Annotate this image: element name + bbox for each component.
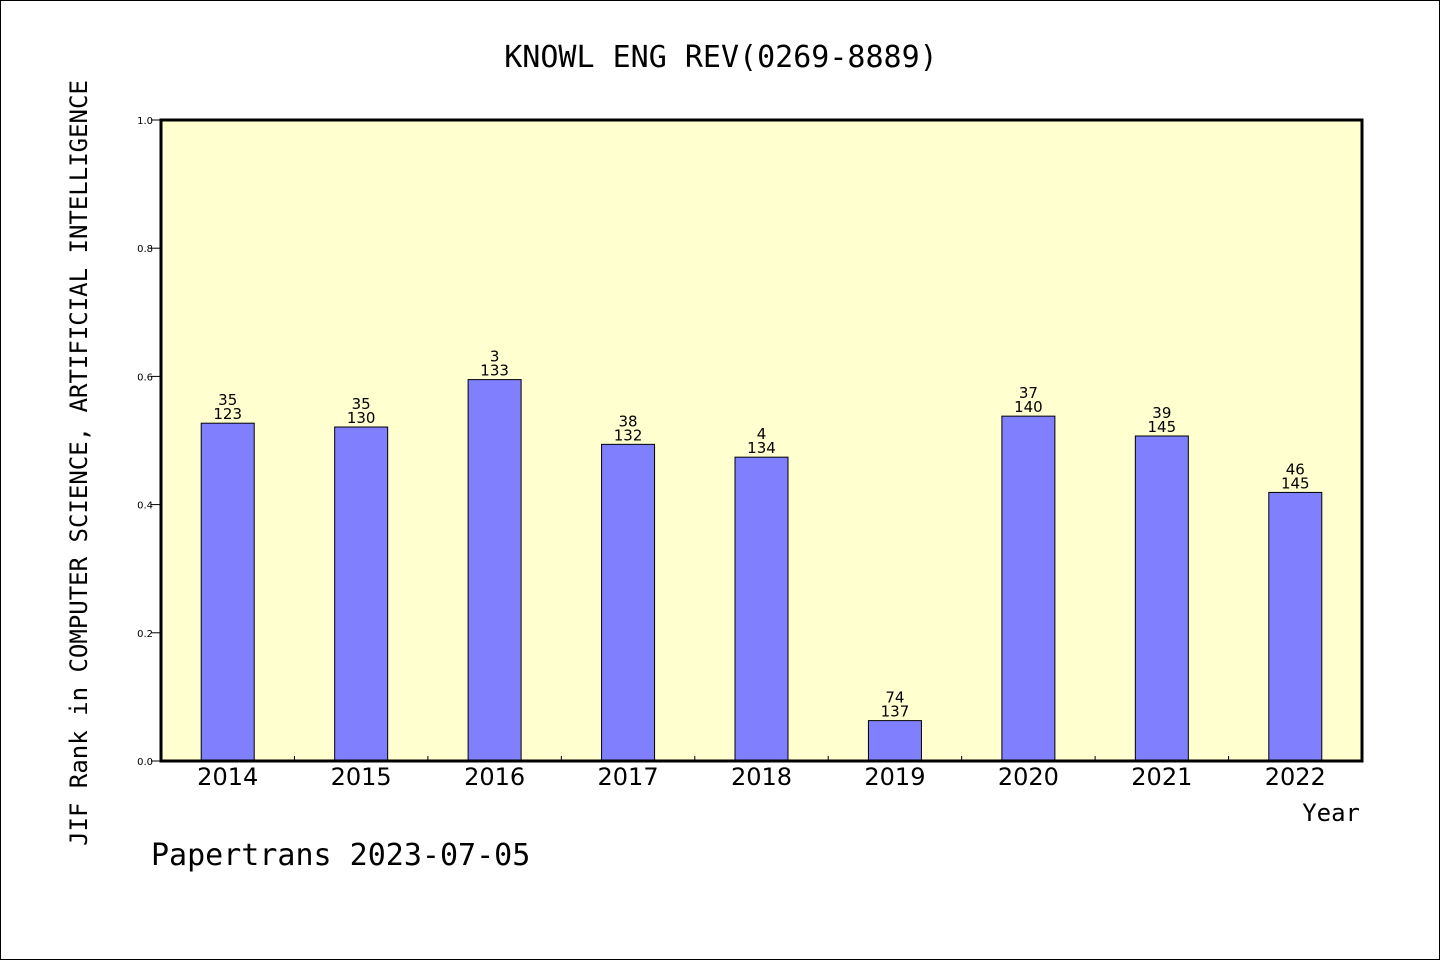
- bar-rank-label: 35: [352, 395, 371, 413]
- y-tick-label: 0.4: [137, 501, 153, 512]
- bar-rank-label: 35: [218, 391, 237, 409]
- bar-2016: [467, 379, 522, 762]
- bar-total-label: 133: [480, 362, 509, 380]
- y-tick-label: 0.2: [137, 629, 153, 640]
- bar-rank-label: 4: [757, 425, 767, 443]
- x-tick-label: 2022: [1265, 763, 1326, 791]
- ticks-group: 0.0 0.2 0.4 0.6 0.8 1.0 2014 2015 2016 2017 2018 20…: [137, 116, 1326, 791]
- bar-rank-label: 3: [490, 348, 500, 366]
- bar-total-label: 132: [614, 426, 643, 444]
- y-tick-label: 0.8: [137, 244, 153, 255]
- y-axis-label: JIF Rank in COMPUTER SCIENCE, ARTIFICIAL…: [65, 80, 93, 846]
- bar-rank-label: 39: [1152, 404, 1171, 422]
- bar-rank-label: 74: [885, 689, 904, 707]
- bar-total-label: 145: [1148, 418, 1177, 436]
- x-tick-label: 2015: [331, 763, 392, 791]
- bar-rank-label: 46: [1286, 460, 1305, 478]
- watermark-text: Papertrans 2023-07-05: [151, 838, 530, 873]
- bar-2014: [200, 422, 255, 762]
- bar-total-label: 137: [881, 703, 910, 721]
- bar-rank-label: 37: [1019, 384, 1038, 402]
- bar-2017: [601, 443, 656, 762]
- bar-2020: [1001, 415, 1056, 762]
- x-tick-label: 2017: [598, 763, 659, 791]
- x-axis-label: Year: [1302, 799, 1360, 827]
- bar-total-label: 145: [1281, 474, 1310, 492]
- plot-border: [159, 118, 1364, 763]
- x-tick-label: 2014: [197, 763, 258, 791]
- x-tick-label: 2016: [464, 763, 525, 791]
- bar-total-label: 140: [1014, 398, 1043, 416]
- bar-total-label: 130: [347, 409, 376, 427]
- y-tick-label: 0.6: [137, 372, 153, 383]
- x-tick-label: 2020: [998, 763, 1059, 791]
- x-tick-label: 2018: [731, 763, 792, 791]
- bar-2022: [1268, 491, 1323, 762]
- bar-2018: [734, 456, 789, 762]
- bar-2015: [334, 426, 389, 762]
- y-tick-label: 1.0: [137, 116, 153, 127]
- chart-title: KNOWL ENG REV(0269-8889): [504, 40, 937, 75]
- y-tick-label: 0.0: [137, 757, 153, 768]
- x-tick-label: 2019: [864, 763, 925, 791]
- bar-total-label: 134: [747, 439, 776, 457]
- bar-2019: [867, 720, 922, 762]
- bar-2021: [1134, 435, 1189, 762]
- x-tick-label: 2021: [1131, 763, 1192, 791]
- bar-total-label: 123: [213, 405, 242, 423]
- bar-rank-label: 38: [619, 412, 638, 430]
